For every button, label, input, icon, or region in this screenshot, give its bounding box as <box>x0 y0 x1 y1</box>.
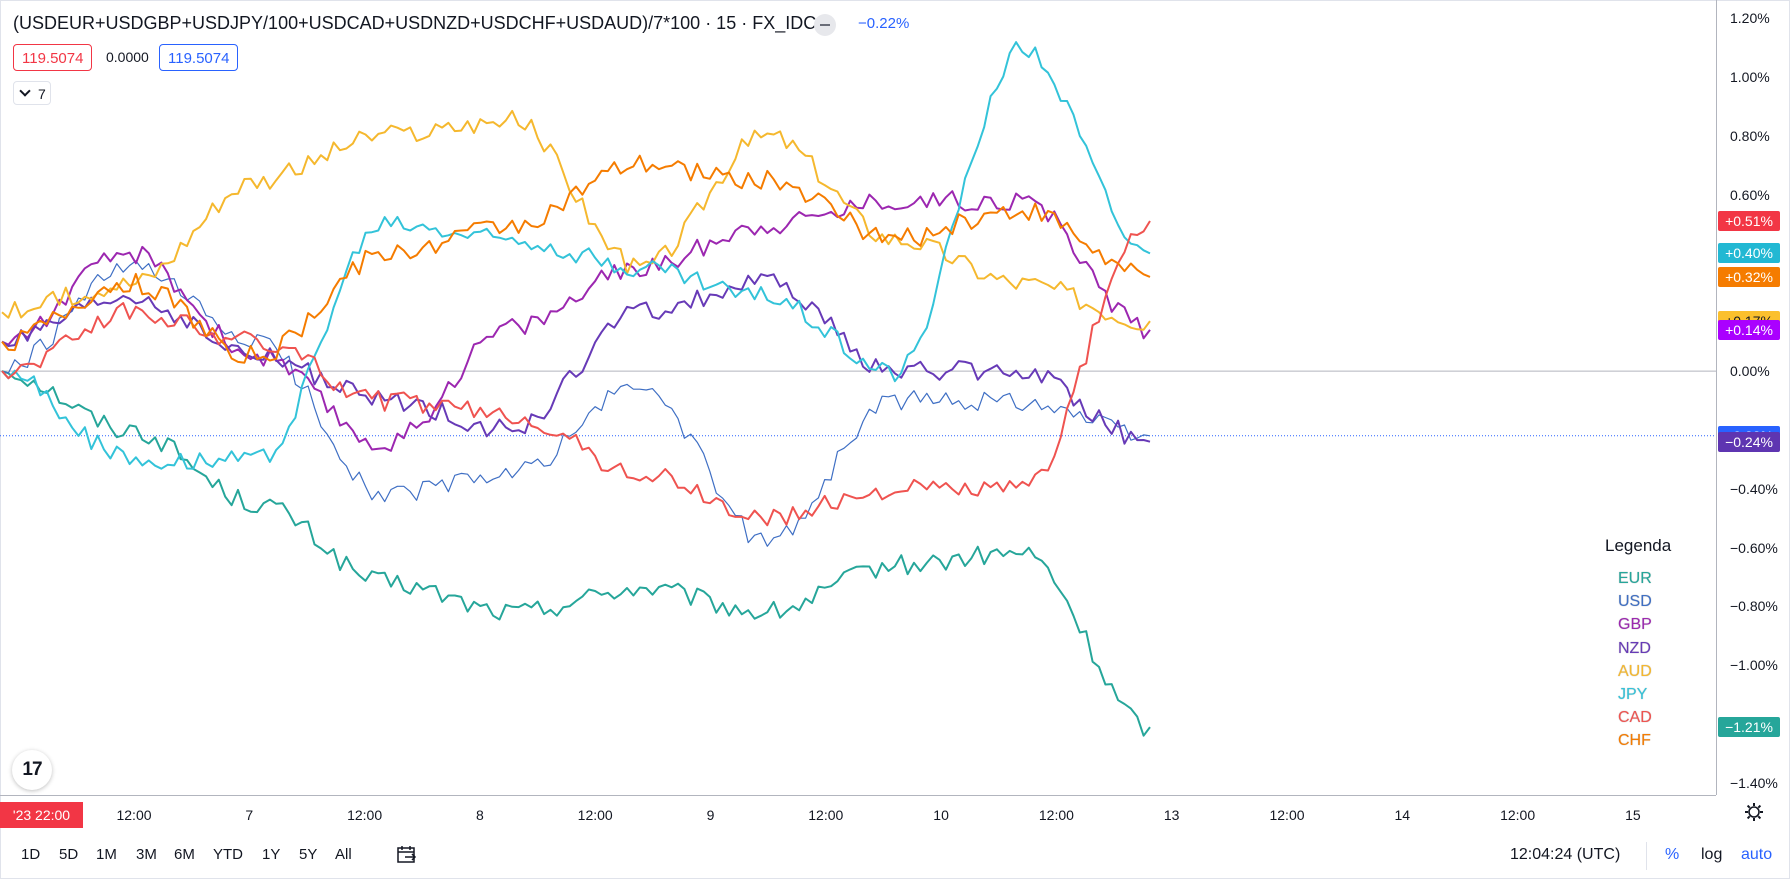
x-tick-label: 12:00 <box>116 807 152 823</box>
hide-icon[interactable] <box>814 14 836 36</box>
y-tick-label: −1.00% <box>1730 657 1778 674</box>
legend-item-nzd: NZD <box>1618 639 1651 657</box>
x-tick-label: 12:00 <box>808 807 844 823</box>
range-button-5d[interactable]: 5D <box>59 846 79 863</box>
y-tick-label: 0.60% <box>1730 186 1770 203</box>
gear-icon[interactable] <box>1744 802 1764 822</box>
x-tick-label: 12:00 <box>347 807 383 823</box>
chevron-down-icon <box>19 85 31 97</box>
range-button-5y[interactable]: 5Y <box>299 846 318 863</box>
auto-scale-button[interactable]: auto <box>1741 846 1773 863</box>
series-line-jpy[interactable] <box>1 41 1151 470</box>
x-tick-label: 8 <box>475 807 484 823</box>
range-button-ytd[interactable]: YTD <box>213 846 243 863</box>
last-value-badge: +0.40% <box>1718 243 1780 264</box>
y-tick-label: 0.00% <box>1730 363 1770 380</box>
y-tick-label: −0.80% <box>1730 598 1778 615</box>
x-tick-label: 12:00 <box>1038 807 1074 823</box>
x-tick-label: 12:00 <box>1269 807 1305 823</box>
plot-area[interactable] <box>0 0 1716 795</box>
tradingview-logo-icon[interactable]: 17 <box>12 750 52 790</box>
series-line-chf[interactable] <box>1 154 1151 364</box>
x-tick-label: 15 <box>1625 807 1641 823</box>
y-tick-label: −0.60% <box>1730 539 1778 556</box>
go-to-date-icon[interactable] <box>396 844 418 866</box>
legend-item-cad: CAD <box>1618 709 1652 727</box>
range-button-6m[interactable]: 6M <box>174 846 195 863</box>
x-tick-label: 12:00 <box>577 807 613 823</box>
change-percent: −0.22% <box>858 15 910 32</box>
y-tick-label: 1.20% <box>1730 10 1770 26</box>
y-tick-label: −1.40% <box>1730 775 1778 791</box>
y-tick-label: 0.80% <box>1730 127 1770 144</box>
legend-title: Legenda <box>1605 536 1672 555</box>
current-time-label: '23 22:00 <box>0 802 83 828</box>
clock-timezone-button[interactable]: 12:04:24 (UTC) <box>1510 846 1621 863</box>
x-tick-label: 12:00 <box>1500 807 1536 823</box>
range-button-1m[interactable]: 1M <box>96 846 117 863</box>
indicators-toggle-button[interactable]: 7 <box>13 81 51 105</box>
x-tick-label: 9 <box>706 807 715 823</box>
bottom-toolbar: 1D 5D 1M 3M 6M YTD 1Y 5Y All 12:04:24 (UTC) % lo… <box>0 834 1792 879</box>
range-button-1y[interactable]: 1Y <box>262 846 281 863</box>
last-value-badge: +0.32% <box>1718 266 1780 287</box>
y-tick-label: 1.00% <box>1730 68 1770 85</box>
time-axis[interactable]: '23 22:00 12:00 7 12:00 8 12:00 9 12:00 10 12:00… <box>0 795 1716 834</box>
ohlc-change-value: 0.0000 <box>106 49 149 65</box>
series-line-aud[interactable] <box>1 109 1151 331</box>
chart-svg[interactable] <box>0 0 1716 795</box>
symbol-title[interactable]: (USDEUR+USDGBP+USDJPY/100+USDCAD+USDNZD+… <box>13 13 817 33</box>
last-value-badge: −0.24% <box>1718 431 1780 452</box>
series-line-nzd[interactable] <box>1 273 1151 445</box>
series-line-eur[interactable] <box>1 370 1151 737</box>
legend-item-gbp: GBP <box>1618 616 1652 634</box>
range-button-1d[interactable]: 1D <box>21 846 41 863</box>
last-value-badge: +0.51% <box>1718 211 1780 232</box>
legend-item-usd: USD <box>1618 593 1652 611</box>
log-scale-button[interactable]: log <box>1701 846 1723 863</box>
percent-scale-button[interactable]: % <box>1665 846 1680 863</box>
price-axis[interactable]: 1.20% 1.00% 0.80% 0.60% 0.00% −0.40% −0.60% −0.… <box>1716 0 1792 795</box>
ohlc-close-value: 119.5074 <box>159 44 239 71</box>
range-button-3m[interactable]: 3M <box>136 846 157 863</box>
legend-item-jpy: JPY <box>1618 686 1648 703</box>
x-tick-label: 10 <box>933 807 949 823</box>
range-button-all[interactable]: All <box>335 846 352 863</box>
y-tick-label: −0.40% <box>1730 480 1778 497</box>
ohlc-open-value: 119.5074 <box>13 44 93 71</box>
last-value-badge: −1.21% <box>1718 717 1780 738</box>
legend-item-eur: EUR <box>1618 570 1652 587</box>
series-line-usd[interactable] <box>1 260 1151 547</box>
x-tick-label: 14 <box>1394 807 1411 823</box>
legend-item-chf: CHF <box>1618 732 1651 750</box>
series-line-cad[interactable] <box>1 220 1151 527</box>
last-value-badge: +0.14% <box>1718 319 1780 340</box>
x-tick-label: 13 <box>1163 807 1180 823</box>
divider <box>1646 842 1647 870</box>
indicator-count: 7 <box>38 86 46 102</box>
legend-item-aud: AUD <box>1618 662 1652 680</box>
x-tick-label: 7 <box>245 807 254 823</box>
